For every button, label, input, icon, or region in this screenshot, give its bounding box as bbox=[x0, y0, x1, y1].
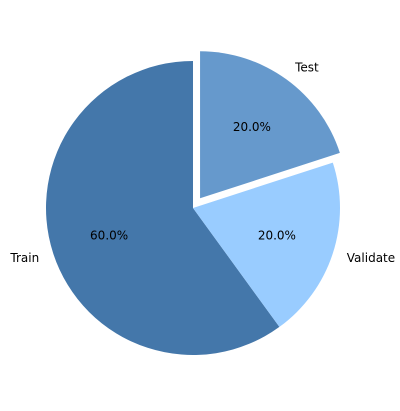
pct-label-test: 20.0% bbox=[233, 120, 271, 134]
pie-slice-validate bbox=[193, 162, 340, 327]
slice-label-validate: Validate bbox=[347, 251, 395, 265]
pct-label-validate: 20.0% bbox=[258, 228, 296, 242]
pct-label-train: 60.0% bbox=[90, 228, 128, 242]
labels-layer: 60.0% Train 20.0% Validate 20.0% Test bbox=[9, 60, 395, 264]
pie-slice-test bbox=[200, 51, 340, 199]
slice-label-test: Test bbox=[294, 60, 319, 74]
slices-layer bbox=[45, 51, 340, 356]
pie-slice-train bbox=[45, 61, 280, 356]
slice-label-train: Train bbox=[9, 251, 39, 265]
